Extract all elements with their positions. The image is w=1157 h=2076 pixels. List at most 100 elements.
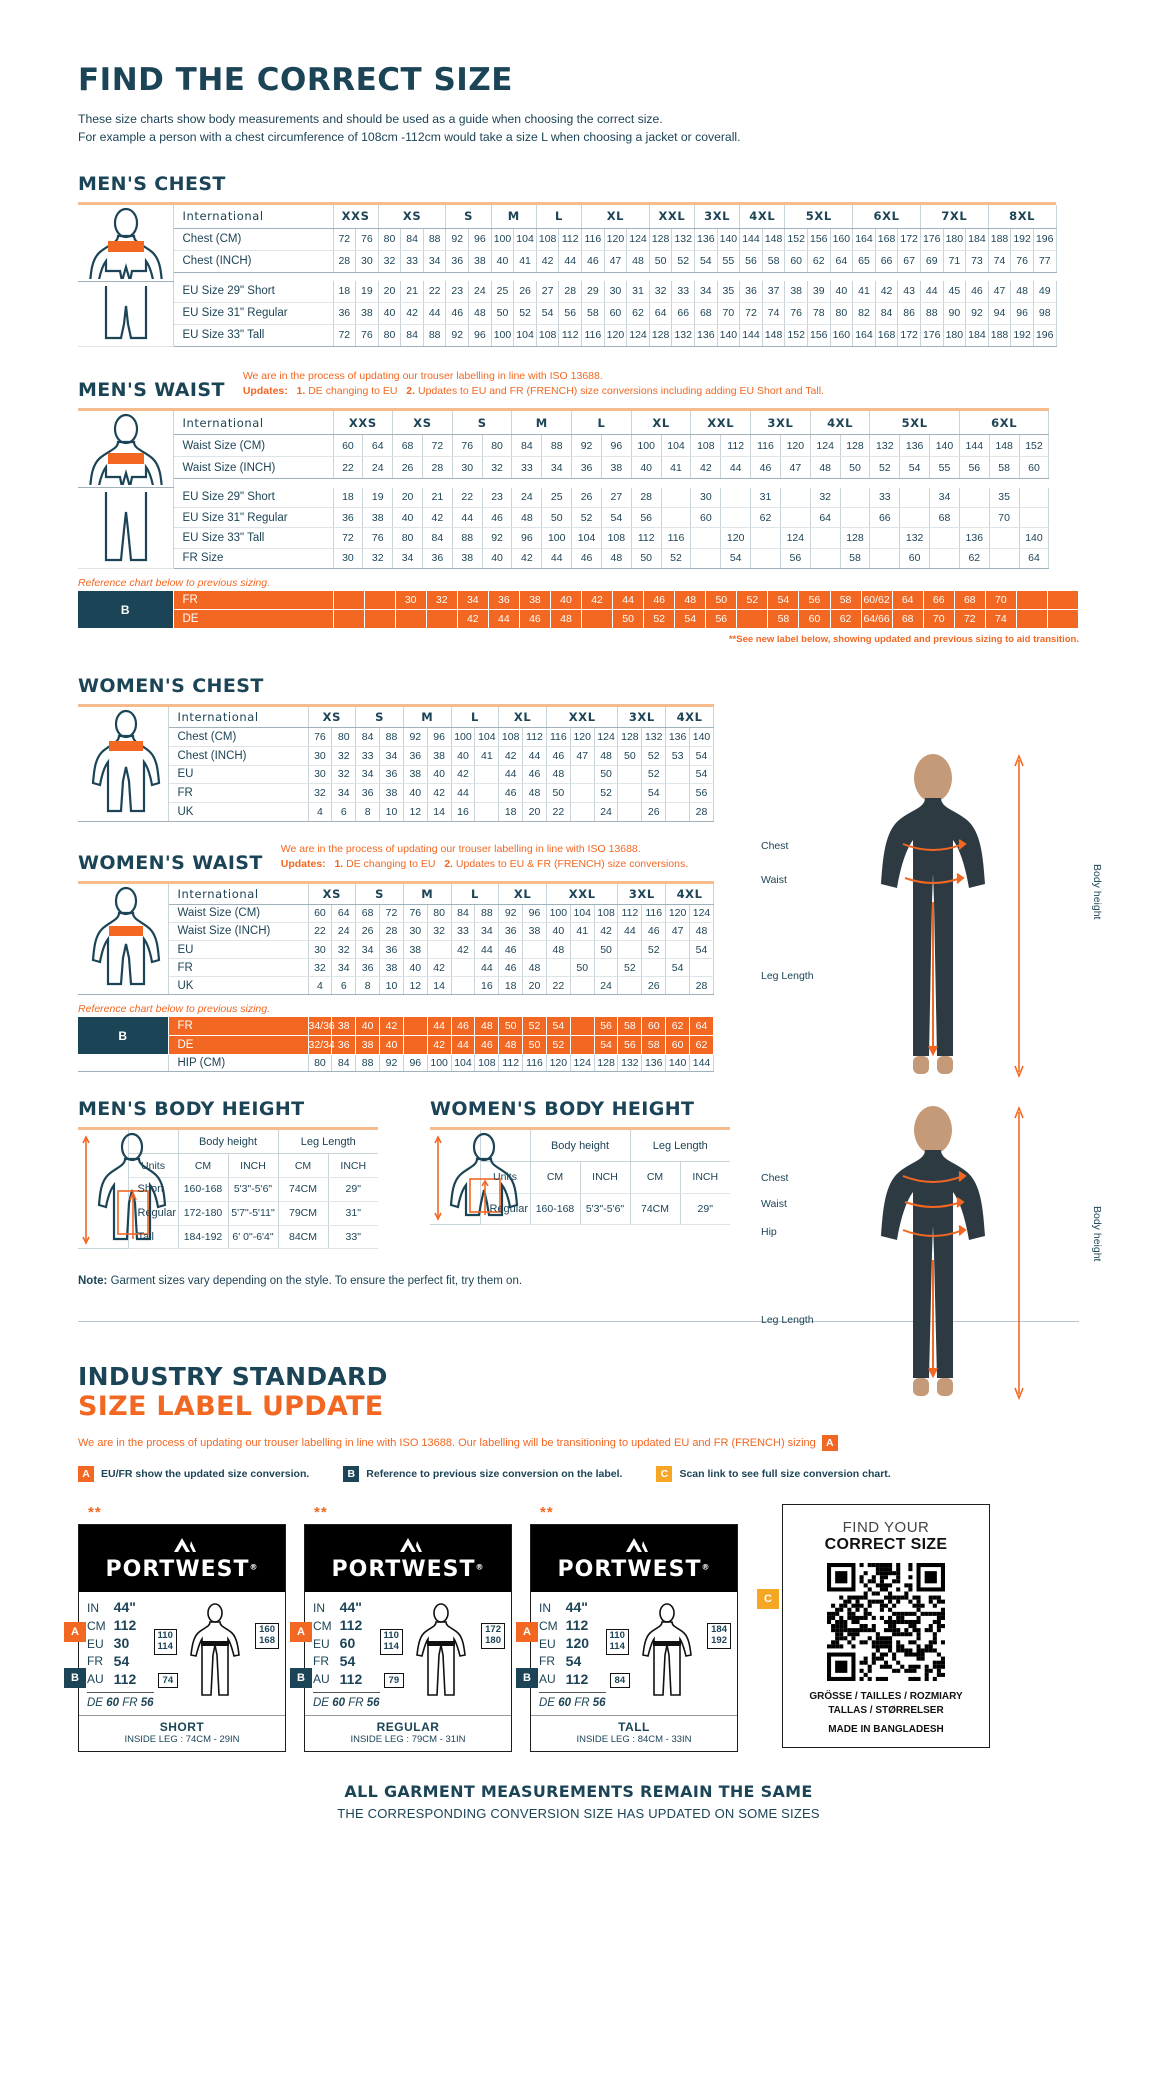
cell: 46 bbox=[641, 922, 667, 942]
cell: 46 bbox=[965, 281, 989, 303]
cell: 26 bbox=[355, 922, 381, 942]
orange-cell: 42 bbox=[379, 1017, 404, 1037]
cell: 33" bbox=[328, 1225, 378, 1250]
cell: 60 bbox=[308, 904, 333, 923]
size-value-in-2: 44" bbox=[339, 1599, 362, 1616]
cell bbox=[617, 802, 643, 823]
cell: 40 bbox=[482, 548, 513, 570]
footer-line-1: ALL GARMENT MEASUREMENTS REMAIN THE SAME bbox=[344, 1781, 813, 1801]
cell bbox=[617, 783, 643, 804]
size-header-m: M bbox=[511, 411, 573, 436]
row-label: Short bbox=[128, 1177, 179, 1202]
cell: 42 bbox=[400, 302, 424, 325]
orange-cell: 42 bbox=[427, 1035, 452, 1056]
cell: 38 bbox=[355, 302, 379, 325]
cell: 36 bbox=[739, 281, 763, 303]
table-row: FR 32 34 36 38 40 42 44 46 48 50 52 54 bbox=[78, 958, 714, 978]
hip-row: HIP (CM) 80 84 88 92 96 100 104 108 112 116 120 124 1… bbox=[78, 1055, 714, 1073]
mens-chest-table: International XXS XS S M L XL XXL 3XL 4XL 5XL 6XL 7X… bbox=[78, 201, 1079, 347]
cell: 76 bbox=[362, 527, 394, 549]
size-header-8xl: 8XL bbox=[988, 204, 1057, 229]
cell bbox=[959, 487, 990, 508]
size-header-xs: XS bbox=[392, 411, 453, 436]
mens-body-height-block: MEN'S BODY HEIGHT Body height Leg Length… bbox=[78, 1098, 378, 1250]
cell: 42 bbox=[427, 958, 452, 978]
label-footer-1: SHORT INSIDE LEG : 74CM - 29IN bbox=[79, 1714, 285, 1751]
previous-size-2: DE 60 FR 56 bbox=[313, 1692, 380, 1711]
cell: 72 bbox=[333, 228, 357, 251]
cell: 76 bbox=[452, 434, 483, 458]
size-header-xl: XL bbox=[498, 707, 547, 728]
cell: 45 bbox=[943, 281, 967, 303]
cell: 48 bbox=[468, 302, 492, 325]
cell: 52 bbox=[869, 456, 901, 480]
cell: 152 bbox=[784, 228, 808, 251]
cell: 54 bbox=[665, 958, 690, 978]
size-row-cm-1: CM 112 bbox=[87, 1617, 136, 1635]
cell: 58 bbox=[989, 456, 1020, 480]
table-top-rule bbox=[430, 1127, 730, 1131]
cell: 50 bbox=[570, 958, 595, 978]
size-value-au-2: 112 bbox=[339, 1671, 363, 1688]
cell: 104 bbox=[571, 527, 602, 549]
orange-cell: 46 bbox=[643, 591, 676, 611]
cell: 69 bbox=[920, 250, 944, 273]
table-row: EU 30 32 34 36 38 40 42 44 46 48 50 52 54 bbox=[78, 765, 714, 785]
cell: 62 bbox=[626, 302, 650, 325]
size-header-xxs: XXS bbox=[333, 204, 379, 229]
cell: 60 bbox=[784, 250, 808, 273]
size-header-m: M bbox=[491, 204, 537, 229]
cell: 140 bbox=[689, 727, 714, 747]
cell: 60 bbox=[899, 548, 931, 570]
cell: 22 bbox=[333, 456, 364, 480]
cell: 52 bbox=[661, 548, 692, 570]
row-label: FR bbox=[168, 958, 309, 978]
cell: 41 bbox=[570, 922, 595, 942]
qr-card[interactable]: C FIND YOUR CORRECT SIZE GRÖSSE / TAILLE… bbox=[757, 1504, 990, 1749]
cell: 80 bbox=[427, 904, 452, 923]
cell: 26 bbox=[513, 281, 537, 303]
cell: 100 bbox=[451, 727, 476, 747]
cell: 36 bbox=[355, 958, 381, 978]
size-key-cm-2: CM bbox=[313, 1618, 332, 1633]
cell: 32 bbox=[362, 548, 394, 570]
cell: 56 bbox=[558, 302, 583, 325]
cell: 44 bbox=[720, 456, 752, 480]
cell: 38 bbox=[601, 456, 632, 480]
leg-box-1: 74 bbox=[157, 1673, 179, 1689]
orange-cell: 54 bbox=[546, 1017, 571, 1037]
cell: 54 bbox=[689, 940, 714, 960]
orange-cell bbox=[581, 609, 614, 630]
cell: 32 bbox=[378, 250, 402, 273]
brand-reg-2: ® bbox=[475, 1563, 485, 1573]
orange-cell: 48 bbox=[674, 591, 707, 611]
model-illustrations: Chest Waist Leg Length Body height Chest Wa… bbox=[761, 752, 1103, 1426]
womens-chest-table: International XS S M L XL XXL 3XL 4XL Chest (CM)… bbox=[78, 704, 714, 823]
cell bbox=[899, 487, 931, 508]
cell: 96 bbox=[601, 434, 632, 458]
cell: 116 bbox=[750, 434, 781, 458]
cell: 164 bbox=[852, 324, 876, 347]
side-badge-c: C bbox=[757, 1589, 779, 1610]
orange-cell bbox=[333, 591, 365, 611]
orange-cell: 32 bbox=[426, 591, 458, 611]
orange-cell bbox=[1047, 591, 1080, 611]
cell: 132 bbox=[869, 434, 901, 458]
cell: 80 bbox=[331, 727, 357, 747]
orange-cell: 70 bbox=[985, 591, 1017, 611]
cell: 47 bbox=[665, 922, 690, 942]
cell: 40 bbox=[451, 746, 476, 766]
legend-item-b: B Reference to previous size conversion … bbox=[343, 1466, 622, 1483]
qr-code-icon[interactable] bbox=[827, 1563, 945, 1682]
size-header-xxs: XXS bbox=[333, 411, 394, 436]
cell: 80 bbox=[392, 527, 423, 549]
size-value-fr-3: 54 bbox=[565, 1653, 582, 1670]
inside-leg-3: INSIDE LEG : 84CM - 33IN bbox=[576, 1733, 692, 1745]
cell: 140 bbox=[929, 434, 960, 458]
cell: 56 bbox=[959, 456, 990, 480]
table-header-row: International XS S M L XL XXL 3XL 4XL bbox=[78, 707, 714, 823]
size-key-fr-1: FR bbox=[87, 1654, 103, 1669]
cell: 140 bbox=[665, 1055, 690, 1073]
orange-cell: 64 bbox=[689, 1017, 714, 1037]
cell: 20 bbox=[392, 487, 423, 508]
